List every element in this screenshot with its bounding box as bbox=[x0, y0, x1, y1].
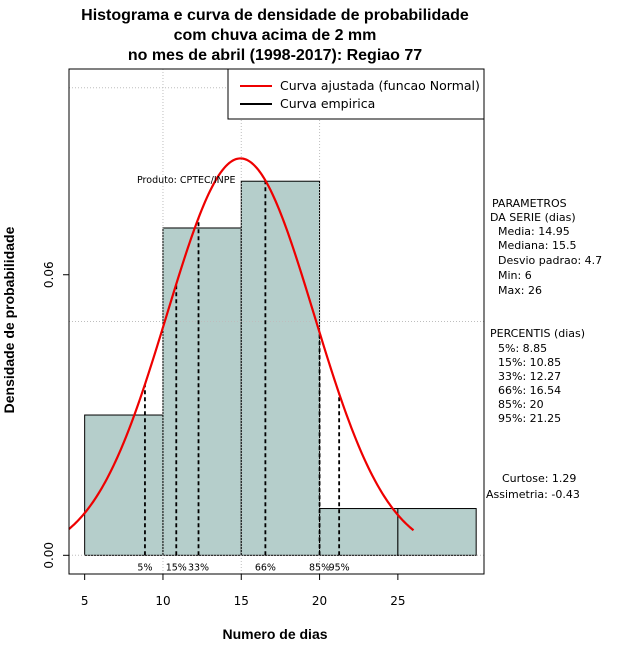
x-tick-label-5: 5 bbox=[81, 594, 89, 608]
fitted-normal-curve bbox=[68, 157, 415, 532]
percentis-15: 15%: 10.85 bbox=[498, 356, 561, 369]
curtose-value: Curtose: 1.29 bbox=[502, 472, 576, 485]
percentile-label-4: 66% bbox=[255, 562, 276, 573]
legend: Curva ajustada (funcao Normal) Curva emp… bbox=[227, 68, 485, 120]
x-axis-title: Numero de dias bbox=[222, 626, 327, 642]
histogram-bar-2 bbox=[162, 227, 242, 556]
percentile-label-3: 33% bbox=[188, 562, 209, 573]
param-max: Max: 26 bbox=[498, 284, 542, 297]
param-media: Media: 14.95 bbox=[498, 225, 570, 238]
percentis-33: 33%: 12.27 bbox=[498, 370, 561, 383]
histogram-bar-3 bbox=[240, 180, 321, 556]
param-min: Min: 6 bbox=[498, 269, 532, 282]
chart-title-line-3: no mes de abril (1998-2017): Regiao 77 bbox=[128, 47, 422, 64]
chart-title-line-1: Histograma e curva de densidade de proba… bbox=[81, 7, 469, 24]
histogram-bar-5 bbox=[397, 508, 477, 556]
bars-layer bbox=[84, 180, 477, 556]
percentis-85: 85%: 20 bbox=[498, 398, 544, 411]
curve-layer bbox=[68, 157, 415, 532]
produto-annotation: Produto: CPTEC/INPE bbox=[137, 175, 236, 186]
y-tick-label-2: 0.06 bbox=[42, 261, 56, 288]
percentile-label-5: 85% bbox=[309, 562, 330, 573]
percentile-label-2: 15% bbox=[166, 562, 187, 573]
assimetria-value: Assimetria: -0.43 bbox=[486, 488, 580, 501]
x-tick-label-15: 15 bbox=[234, 594, 249, 608]
x-tick-label-20: 20 bbox=[312, 594, 327, 608]
axes-layer: 5% 15% 33% 66% 85%95% 5 10 15 20 25 0.00 0.06 bbox=[42, 261, 406, 608]
param-desvio: Desvio padrao: 4.7 bbox=[498, 254, 602, 267]
legend-box bbox=[227, 68, 485, 120]
percentile-label-6: 95% bbox=[329, 562, 350, 573]
param-mediana: Mediana: 15.5 bbox=[498, 239, 576, 252]
histogram-bar-4 bbox=[319, 508, 399, 556]
x-tick-label-25: 25 bbox=[390, 594, 405, 608]
parameters-title-1: PARAMETROS bbox=[492, 197, 567, 210]
x-tick-label-10: 10 bbox=[155, 594, 170, 608]
histogram-bar-1 bbox=[84, 414, 164, 556]
percentis-66: 66%: 16.54 bbox=[498, 384, 561, 397]
percentile-lines-layer bbox=[144, 180, 341, 556]
percentis-95: 95%: 21.25 bbox=[498, 412, 561, 425]
percentis-panel: PERCENTIS (dias) 5%: 8.85 15%: 10.85 33%… bbox=[490, 327, 585, 425]
percentis-5: 5%: 8.85 bbox=[498, 342, 547, 355]
y-axis-title: Densidade de probabilidade bbox=[1, 226, 17, 413]
parameters-panel: PARAMETROS DA SERIE (dias) Media: 14.95 … bbox=[490, 197, 602, 297]
percentile-label-1: 5% bbox=[137, 562, 152, 573]
parameters-title-2: DA SERIE (dias) bbox=[490, 211, 576, 224]
legend-label-fitted: Curva ajustada (funcao Normal) bbox=[280, 78, 480, 93]
legend-label-empirical: Curva empirica bbox=[280, 96, 375, 111]
percentis-title: PERCENTIS (dias) bbox=[490, 327, 585, 340]
chart-title-line-2: com chuva acima de 2 mm bbox=[174, 27, 377, 44]
y-tick-label-1: 0.00 bbox=[42, 542, 56, 569]
